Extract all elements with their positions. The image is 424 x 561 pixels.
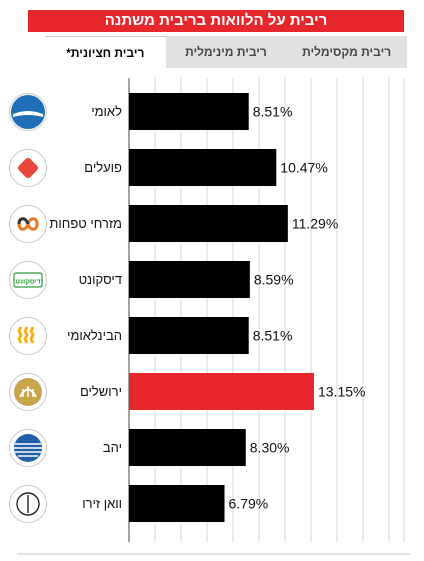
bank-name-label: מזרחי טפחות	[49, 215, 122, 231]
bar	[129, 485, 225, 522]
one-zero-icon	[9, 484, 47, 523]
bar	[129, 317, 249, 354]
tab-max-rate[interactable]: ריבית מקסימלית	[286, 36, 407, 68]
bank-name-label: פועלים	[84, 159, 122, 175]
value-label: 8.51%	[253, 104, 293, 120]
international-icon	[9, 316, 47, 355]
svg-text:דיסקונט: דיסקונט	[15, 278, 40, 285]
leumi-icon	[9, 92, 47, 131]
rate-type-tabs: ריבית מקסימלית ריבית מינימלית ריבית חציו…	[44, 36, 407, 68]
discount-icon: דיסקונט	[9, 260, 47, 299]
bar	[129, 261, 250, 298]
bank-name-label: דיסקונט	[78, 271, 122, 287]
bank-name-label: וואן זירו	[82, 495, 122, 511]
yahav-icon	[9, 428, 47, 467]
value-label: 13.15%	[318, 384, 365, 400]
bar	[129, 429, 246, 466]
tab-median-rate[interactable]: ריבית חציונית*	[44, 36, 166, 68]
bottom-divider	[17, 553, 410, 555]
tab-min-rate[interactable]: ריבית מינימלית	[165, 36, 287, 68]
chart-title: ריבית על הלוואות בריבית משתנה	[28, 10, 404, 32]
value-label: 8.30%	[250, 440, 290, 456]
bank-name-label: הבינלאומי	[67, 327, 122, 343]
bank-name-label: לאומי	[91, 103, 122, 119]
value-label: 10.47%	[280, 160, 327, 176]
bar	[129, 93, 249, 130]
bar	[129, 205, 288, 242]
value-label: 11.29%	[292, 216, 338, 232]
bank-name-label: יהב	[102, 439, 122, 455]
bar	[129, 373, 314, 410]
value-label: 6.79%	[229, 496, 269, 512]
poalim-icon	[9, 148, 47, 187]
bar	[129, 149, 277, 186]
value-label: 8.51%	[253, 328, 293, 344]
mizrahi-tefahot-icon	[9, 204, 47, 243]
bank-name-label: ירושלים	[79, 383, 122, 399]
jerusalem-icon	[9, 372, 47, 411]
value-label: 8.59%	[254, 272, 294, 288]
